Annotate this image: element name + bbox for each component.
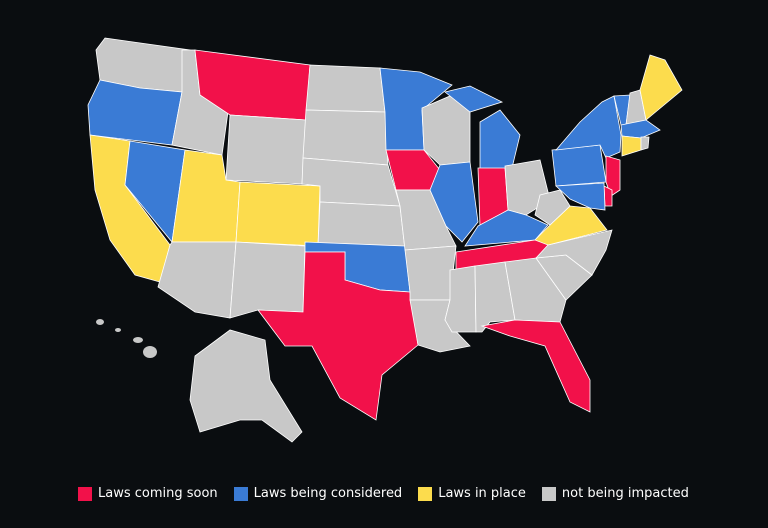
state-nc — [534, 229, 613, 276]
state-hi — [143, 346, 157, 358]
swatch-considered — [233, 486, 248, 501]
state-nm — [229, 241, 306, 319]
us-map — [87, 37, 683, 443]
legend-item-considered: Laws being considered — [233, 486, 403, 501]
state-hi — [133, 337, 143, 343]
legend-label: Laws coming soon — [98, 486, 218, 501]
state-ri — [640, 136, 650, 151]
state-ny — [555, 95, 622, 159]
state-me — [639, 54, 683, 121]
state-ga — [504, 257, 567, 323]
legend-item-none: not being impacted — [541, 486, 689, 501]
state-hi — [115, 328, 121, 332]
state-nj — [605, 155, 621, 197]
state-il — [429, 161, 479, 243]
state-hi — [96, 319, 104, 325]
state-ak — [189, 329, 303, 443]
legend-label: Laws in place — [438, 486, 526, 501]
state-wv — [534, 189, 571, 226]
state-ms — [444, 265, 477, 333]
state-ky — [464, 209, 549, 247]
state-nd — [305, 64, 386, 113]
swatch-coming — [78, 486, 92, 501]
legend-item-coming: Laws coming soon — [78, 486, 218, 501]
state-de — [603, 185, 613, 207]
state-wy — [225, 114, 307, 185]
state-mi — [444, 85, 504, 113]
state-mi — [479, 109, 521, 171]
legend-label: Laws being considered — [253, 486, 403, 501]
swatch-in-place — [418, 486, 433, 501]
swatch-none — [541, 486, 556, 501]
state-az — [157, 241, 237, 319]
state-co — [235, 181, 321, 247]
legend-label: not being impacted — [561, 486, 689, 501]
state-ct — [621, 135, 642, 157]
legend: Laws coming soon Laws being considered L… — [78, 486, 705, 501]
state-tx — [257, 251, 419, 421]
state-sd — [302, 109, 389, 166]
state-pa — [551, 144, 607, 187]
state-ar — [404, 245, 457, 301]
state-fl — [480, 319, 591, 413]
legend-item-in-place: Laws in place — [418, 486, 526, 501]
state-md — [555, 182, 606, 211]
state-ma — [620, 119, 661, 139]
